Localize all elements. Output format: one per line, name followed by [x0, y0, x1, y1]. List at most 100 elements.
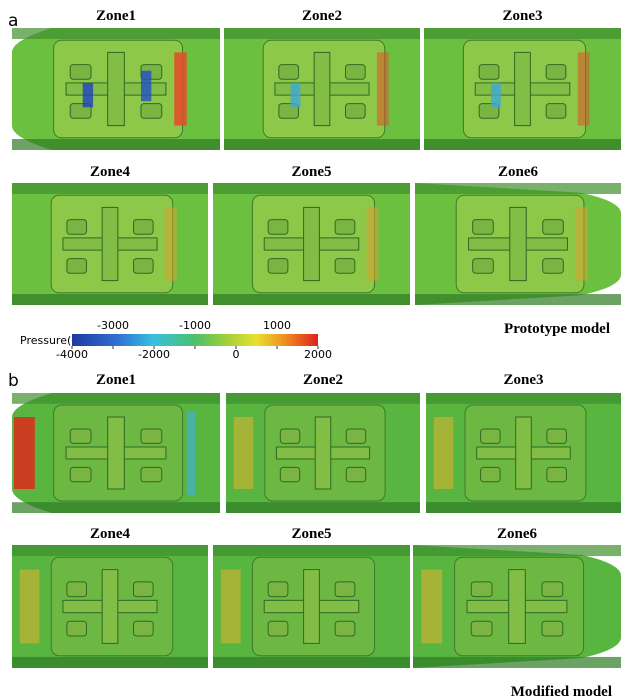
zone-title: Zone6: [497, 526, 538, 542]
pressure-high: [578, 52, 590, 125]
wheelset: [546, 104, 566, 119]
side-strip: [12, 183, 208, 194]
wheelset: [543, 220, 564, 235]
wheelset: [335, 220, 355, 235]
bogie-frame: [102, 207, 118, 280]
side-strip: [226, 393, 420, 404]
model-caption: Modified model: [511, 684, 612, 700]
pressure-high: [165, 207, 177, 280]
pressure-high: [234, 417, 253, 489]
colorbar-tick-label: -3000: [97, 319, 129, 332]
bogie-frame: [516, 417, 532, 489]
colorbar-tick-label: -2000: [138, 348, 170, 361]
side-strip: [224, 28, 420, 39]
zone-image: [226, 393, 420, 513]
side-strip: [415, 183, 621, 194]
zone-image: [213, 545, 410, 668]
bogie-frame: [314, 52, 330, 125]
side-strip: [424, 28, 621, 39]
figure: a b Prototype model Modified model Press…: [0, 0, 621, 700]
wheelset: [70, 429, 91, 443]
side-strip: [224, 139, 420, 150]
zone-title: Zone6: [498, 164, 539, 180]
wheelset: [473, 220, 494, 235]
pressure-high: [20, 570, 40, 644]
bogie-frame: [108, 52, 125, 125]
wheelset: [346, 104, 366, 119]
pressure-high: [377, 52, 389, 125]
wheelset: [335, 259, 355, 274]
wheelset: [268, 582, 288, 597]
wheelset: [471, 582, 492, 597]
wheelset: [134, 582, 154, 597]
wheelset: [268, 259, 288, 274]
pressure-low: [291, 83, 301, 107]
pressure-high: [14, 417, 35, 489]
wheelset: [481, 467, 501, 481]
bogie-frame: [509, 570, 526, 644]
wheelset: [268, 621, 288, 636]
colorbar-tick-label: -4000: [56, 348, 88, 361]
wheelset: [473, 259, 494, 274]
wheelset: [280, 467, 299, 481]
colorbar: [72, 334, 318, 346]
side-strip: [213, 657, 410, 668]
zone-image: [413, 545, 621, 668]
wheelset: [67, 220, 87, 235]
zone-title: Zone3: [502, 8, 542, 24]
colorbar-tick-label: 2000: [304, 348, 332, 361]
wheelset: [134, 220, 154, 235]
pressure-high: [367, 207, 379, 280]
side-strip: [226, 502, 420, 513]
pressure-low: [83, 83, 93, 107]
wheelset: [67, 621, 87, 636]
zone-image: [426, 393, 621, 513]
side-strip: [213, 294, 410, 305]
zone-image: [12, 545, 208, 668]
model-caption: Prototype model: [504, 321, 610, 337]
wheelset: [280, 429, 299, 443]
pressure-low: [141, 71, 151, 102]
side-strip: [12, 294, 208, 305]
colorbar-tick-label: 1000: [263, 319, 291, 332]
zone-image: [424, 28, 621, 150]
pressure-high: [421, 570, 442, 644]
side-strip: [413, 545, 621, 556]
zone-image: [12, 28, 220, 150]
zone-image: [415, 183, 621, 305]
pressure-low: [187, 411, 195, 495]
side-strip: [413, 657, 621, 668]
wheelset: [268, 220, 288, 235]
wheelset: [546, 65, 566, 80]
wheelset: [134, 621, 154, 636]
wheelset: [543, 259, 564, 274]
pressure-low: [491, 83, 501, 107]
bogie-frame: [315, 417, 331, 489]
zone-image: [213, 183, 410, 305]
wheelset: [134, 259, 154, 274]
side-strip: [426, 393, 621, 404]
wheelset: [335, 621, 355, 636]
wheelset: [481, 429, 501, 443]
wheelset: [70, 467, 91, 481]
bogie-frame: [515, 52, 531, 125]
zone-title: Zone2: [303, 372, 343, 388]
wheelset: [547, 467, 567, 481]
side-strip: [426, 502, 621, 513]
wheelset: [547, 429, 567, 443]
zone-title: Zone1: [96, 8, 136, 24]
side-strip: [12, 393, 220, 404]
side-strip: [12, 502, 220, 513]
pressure-high: [221, 570, 241, 644]
zone-title: Zone4: [90, 164, 131, 180]
wheelset: [70, 65, 91, 80]
bogie-frame: [102, 570, 118, 644]
wheelset: [346, 65, 366, 80]
zone-image: [12, 183, 208, 305]
panel-label: b: [8, 371, 19, 391]
wheelset: [279, 65, 299, 80]
colorbar-tick-label: 0: [233, 348, 240, 361]
wheelset: [67, 582, 87, 597]
wheelset: [479, 65, 499, 80]
side-strip: [415, 294, 621, 305]
